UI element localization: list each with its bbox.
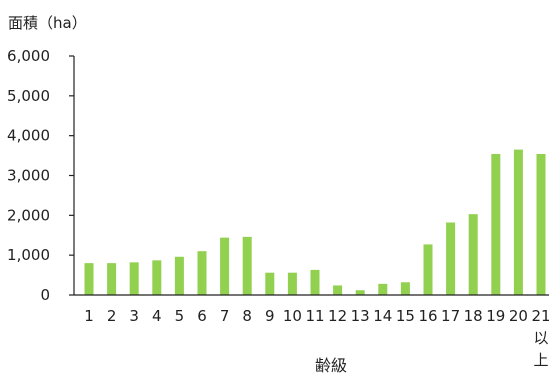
bar-21 <box>536 153 546 295</box>
y-tick-label: 3,000 <box>7 167 50 185</box>
x-tick-label: 14 <box>373 307 392 325</box>
bar-6 <box>197 251 207 295</box>
x-tick-label: 2 <box>107 307 117 325</box>
bar-17 <box>446 222 456 295</box>
bar-10 <box>287 272 297 295</box>
bar-13 <box>355 290 365 295</box>
bar-9 <box>265 272 275 295</box>
bars <box>84 149 546 295</box>
y-tick-label: 6,000 <box>7 47 50 65</box>
y-axis-label: 面積（ha） <box>8 14 87 32</box>
bar-16 <box>423 244 433 295</box>
x-tick-label: 15 <box>396 307 415 325</box>
bar-5 <box>174 256 184 295</box>
x-tick-label: 10 <box>283 307 302 325</box>
x-tick-label: 3 <box>129 307 139 325</box>
x-tick-label: 17 <box>441 307 460 325</box>
x-tick-label: 13 <box>351 307 370 325</box>
bar-18 <box>468 214 478 295</box>
y-tick-label: 4,000 <box>7 127 50 145</box>
x-tick-label: 4 <box>152 307 162 325</box>
x-tick-label: 19 <box>486 307 505 325</box>
x-tick-label: 9 <box>265 307 275 325</box>
x-axis-label: 齢級 <box>315 356 347 375</box>
y-tick-label: 5,000 <box>7 87 50 105</box>
x-tick-label: 20 <box>509 307 528 325</box>
y-tick-label: 2,000 <box>7 206 50 224</box>
x-axis-ticks: 1 2 3 4 5 6 7 8 9 10 11 12 13 14 15 16 17 18 19 20 21 以上 <box>84 307 549 369</box>
y-tick-label: 1,000 <box>7 246 50 264</box>
bar-15 <box>400 282 410 295</box>
x-tick-label: 16 <box>418 307 437 325</box>
x-tick-label: 6 <box>197 307 207 325</box>
bar-4 <box>152 260 162 295</box>
x-tick-label: 7 <box>220 307 230 325</box>
bar-3 <box>129 262 139 295</box>
bar-12 <box>333 285 343 295</box>
y-axis-ticks: 0 1,000 2,000 3,000 4,000 5,000 6,000 <box>7 47 74 304</box>
bar-19 <box>491 153 501 295</box>
x-tick-label: 12 <box>328 307 347 325</box>
x-tick-label: 1 <box>84 307 94 325</box>
bar-14 <box>378 283 388 295</box>
x-tick-label: 5 <box>175 307 185 325</box>
x-tick-label: 11 <box>305 307 324 325</box>
y-tick-label: 0 <box>40 286 50 304</box>
bar-11 <box>310 269 320 295</box>
bar-2 <box>107 263 117 295</box>
bar-20 <box>513 149 523 295</box>
bar-7 <box>220 237 230 295</box>
x-tick-label: 18 <box>464 307 483 325</box>
bar-8 <box>242 236 252 295</box>
x-tick-label: 21 以上 <box>531 307 549 369</box>
bar-1 <box>84 263 94 295</box>
x-tick-label: 8 <box>242 307 252 325</box>
